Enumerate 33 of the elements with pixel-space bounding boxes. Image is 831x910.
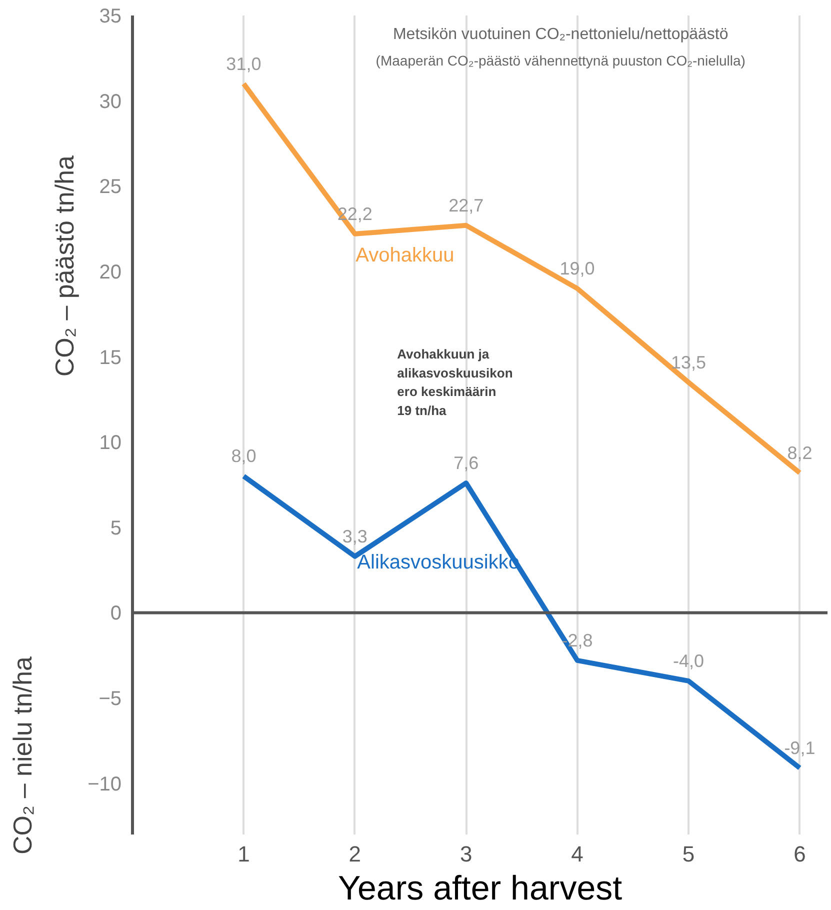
y-tick-label: −5 <box>98 688 122 710</box>
y-tick-label: 10 <box>99 432 122 454</box>
y-tick-label: 20 <box>99 261 122 284</box>
y-tick-label: 15 <box>99 346 122 369</box>
y-axis-title: CO₂ – päästö tn/ha <box>50 154 80 377</box>
y-tick-label: −10 <box>88 773 122 796</box>
x-tick-label: 3 <box>460 842 472 866</box>
text: Metsikön vuotuinen CO₂-nettonielu/nettopäästö <box>392 26 728 43</box>
y-tick-label: 35 <box>99 6 122 28</box>
data-label: -9,1 <box>784 738 816 758</box>
x-tick-label: 2 <box>348 842 362 866</box>
text: (Maaperän CO₂-päästö vähennettynä puuston CO₂-nielulla) <box>376 52 746 68</box>
y-tick-label: 5 <box>110 517 122 540</box>
data-label: 8,2 <box>787 442 812 463</box>
x-tick-label: 4 <box>571 842 584 866</box>
annotation: Avohakkuun ja alikasvoskuusikon ero keskimäärin 19 tn/ha <box>397 346 513 418</box>
data-label: 13,5 <box>670 352 706 372</box>
x-tick-label: 5 <box>682 842 695 866</box>
series-label: Avohakkuu <box>356 244 454 266</box>
y-tick-label: 30 <box>99 90 122 113</box>
data-label: 22,7 <box>448 195 484 216</box>
data-label: -4,0 <box>672 650 704 671</box>
data-label: 7,6 <box>454 453 479 474</box>
x-tick-label: 1 <box>238 842 250 866</box>
y-tick-label: 25 <box>99 176 122 198</box>
data-label: 8,0 <box>231 446 256 466</box>
x-tick-label: 6 <box>794 842 806 866</box>
text: CO₂ – nielu tn/ha <box>8 656 38 854</box>
x-axis-title: Years after harvest <box>338 870 623 908</box>
y-tick-label: 0 <box>110 602 122 625</box>
data-label: 31,0 <box>226 54 262 74</box>
data-label: 3,3 <box>342 526 368 546</box>
data-label: 19,0 <box>560 258 595 278</box>
